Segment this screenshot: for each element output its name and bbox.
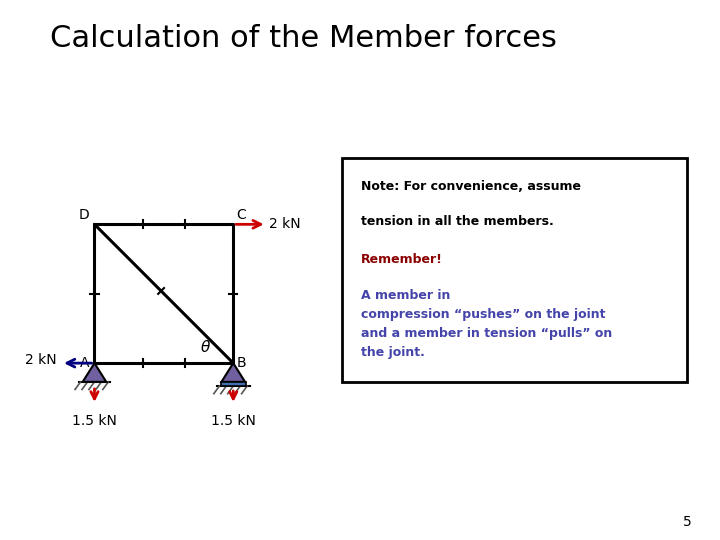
Text: Note: For convenience, assume: Note: For convenience, assume <box>361 180 580 193</box>
Polygon shape <box>83 363 107 382</box>
Text: A: A <box>80 356 89 370</box>
Text: $\theta$: $\theta$ <box>200 339 211 355</box>
Text: tension in all the members.: tension in all the members. <box>361 215 554 228</box>
Text: 2 kN: 2 kN <box>269 217 301 231</box>
Text: A member in
compression “pushes” on the joint
and a member in tension “pulls” on: A member in compression “pushes” on the … <box>361 289 612 359</box>
Text: B: B <box>237 356 246 370</box>
Text: Calculation of the Member forces: Calculation of the Member forces <box>50 24 557 53</box>
Text: D: D <box>79 207 89 221</box>
Text: C: C <box>236 207 246 221</box>
Text: 1.5 kN: 1.5 kN <box>211 414 256 428</box>
Text: 2 kN: 2 kN <box>25 353 57 367</box>
Text: Remember!: Remember! <box>361 253 443 266</box>
Bar <box>221 382 246 386</box>
Polygon shape <box>222 363 245 382</box>
Text: 1.5 kN: 1.5 kN <box>72 414 117 428</box>
Text: 5: 5 <box>683 515 691 529</box>
